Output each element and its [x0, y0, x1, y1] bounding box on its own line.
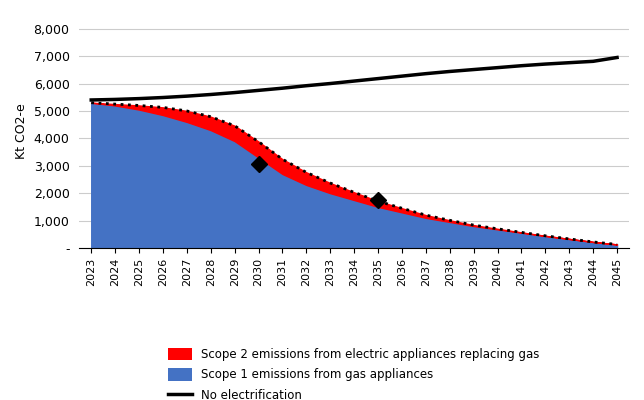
Legend: Scope 2 emissions from electric appliances replacing gas, Scope 1 emissions from: Scope 2 emissions from electric applianc… [162, 342, 545, 400]
Y-axis label: Kt CO2-e: Kt CO2-e [15, 104, 28, 159]
